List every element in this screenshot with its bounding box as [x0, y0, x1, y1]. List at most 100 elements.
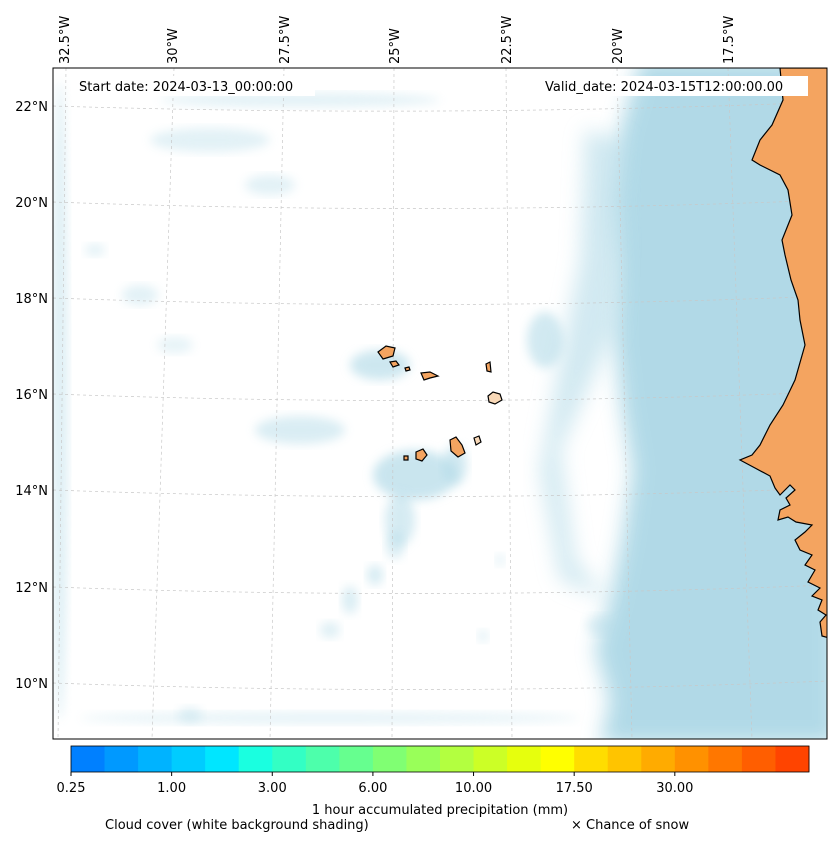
colorbar: 0.25 1.00 3.00 6.00 10.00 17.50 30.00 1 hour a… [57, 745, 810, 818]
meridian [269, 68, 285, 739]
lat-label: 10°N [15, 677, 48, 692]
colorbar-tick-label: 17.50 [556, 781, 593, 796]
colorbar-tick-label: 30.00 [656, 781, 693, 796]
colorbar-cell [305, 746, 340, 772]
lon-label: 27.5°W [278, 16, 293, 64]
latitude-labels: 22°N 20°N 18°N 16°N 14°N 12°N 10°N [15, 100, 48, 692]
cloud-patch [53, 80, 68, 720]
island-brava [403, 455, 409, 461]
cloud-cover-legend: Cloud cover (white background shading) [105, 818, 369, 833]
colorbar-ticks: 0.25 1.00 3.00 6.00 10.00 17.50 30.00 [57, 772, 693, 796]
colorbar-cell [372, 746, 407, 772]
cloud-patch [320, 622, 340, 638]
lat-label: 16°N [15, 388, 48, 403]
lat-label: 14°N [15, 484, 48, 499]
island-sao-nicolau [420, 371, 440, 381]
cloud-patch [342, 586, 358, 614]
start-date-label: Start date: 2024-03-13_00:00:00 [79, 80, 293, 95]
parallel [53, 199, 827, 209]
colorbar-cell [473, 746, 508, 772]
cloud-patch [160, 93, 440, 107]
cloud-patch [80, 712, 580, 724]
cape-verde-islands [377, 345, 503, 462]
colorbar-tick-label: 0.25 [57, 781, 86, 796]
cloud-band-east [595, 68, 827, 739]
colorbar-cell [775, 746, 810, 772]
lon-label: 20°W [611, 28, 626, 64]
cloud-patch [350, 350, 410, 380]
graticule [53, 68, 827, 739]
cloud-patch [527, 312, 563, 368]
colorbar-cell [507, 746, 542, 772]
colorbar-tick-label: 3.00 [258, 781, 287, 796]
meridian [505, 68, 513, 739]
parallel [53, 101, 827, 112]
colorbar-label: 1 hour accumulated precipitation (mm) [312, 803, 568, 818]
cloud-patch [586, 615, 614, 635]
cloud-patch [85, 244, 105, 256]
colorbar-cell [272, 746, 307, 772]
lat-label: 12°N [15, 581, 48, 596]
colorbar-cell [71, 746, 106, 772]
colorbar-tick-label: 6.00 [358, 781, 387, 796]
colorbar-cell [205, 746, 240, 772]
parallel [53, 295, 827, 305]
meridian [57, 68, 67, 739]
colorbar-tick-label: 10.00 [455, 781, 492, 796]
colorbar-cells [71, 746, 810, 772]
start-date-box: Start date: 2024-03-13_00:00:00 [71, 76, 315, 96]
cloud-patch [122, 285, 158, 305]
lat-label: 18°N [15, 292, 48, 307]
colorbar-cell [138, 746, 173, 772]
colorbar-frame [70, 745, 810, 773]
lon-label: 25°W [388, 28, 403, 64]
meridian [727, 68, 753, 739]
cloud-patch [373, 450, 457, 500]
lon-label: 32.5°W [58, 16, 73, 64]
lat-label: 22°N [15, 100, 48, 115]
lat-label: 20°N [15, 196, 48, 211]
longitude-labels: 32.5°W 30°W 27.5°W 25°W 22.5°W 20°W 17.5… [58, 16, 737, 64]
island-boa-vista [487, 391, 503, 405]
colorbar-cell [574, 746, 609, 772]
cloud-patch [255, 416, 345, 444]
snow-legend: × Chance of snow [571, 818, 690, 833]
colorbar-cell [607, 746, 642, 772]
parallel [53, 680, 827, 690]
valid-date-label: Valid_date: 2024-03-15T12:00:00.00 [545, 80, 783, 95]
cloud-patch [478, 630, 488, 642]
cloud-patch [150, 128, 270, 152]
colorbar-cell [339, 746, 374, 772]
african-coast-land [738, 68, 827, 638]
colorbar-cell [238, 746, 273, 772]
meridian [391, 68, 395, 739]
cloud-patch [178, 707, 202, 723]
lon-label: 17.5°W [722, 16, 737, 64]
lon-label: 22.5°W [500, 16, 515, 64]
meridian [151, 68, 175, 739]
meridian [616, 68, 633, 739]
lon-label: 30°W [166, 28, 181, 64]
colorbar-cell [540, 746, 575, 772]
cloud-patch [367, 565, 383, 585]
colorbar-cell [641, 746, 676, 772]
island-sal [485, 361, 492, 373]
parallel [53, 584, 827, 594]
colorbar-tick-label: 1.00 [157, 781, 186, 796]
colorbar-cell [741, 746, 776, 772]
island-santo-antao [377, 345, 396, 360]
cloud-patch [386, 531, 404, 559]
valid-date-box: Valid_date: 2024-03-15T12:00:00.00 [538, 76, 808, 96]
map-area [53, 68, 827, 739]
cloud-patch [157, 337, 193, 353]
cloud-band-east-edge [540, 130, 625, 600]
cloud-patch [245, 175, 295, 195]
colorbar-cell [674, 746, 709, 772]
cloud-patch [496, 554, 504, 566]
parallel [53, 391, 827, 401]
colorbar-cell [406, 746, 441, 772]
island-fogo [415, 448, 428, 462]
colorbar-cell [171, 746, 206, 772]
map-frame [52, 67, 828, 740]
colorbar-cell [708, 746, 743, 772]
